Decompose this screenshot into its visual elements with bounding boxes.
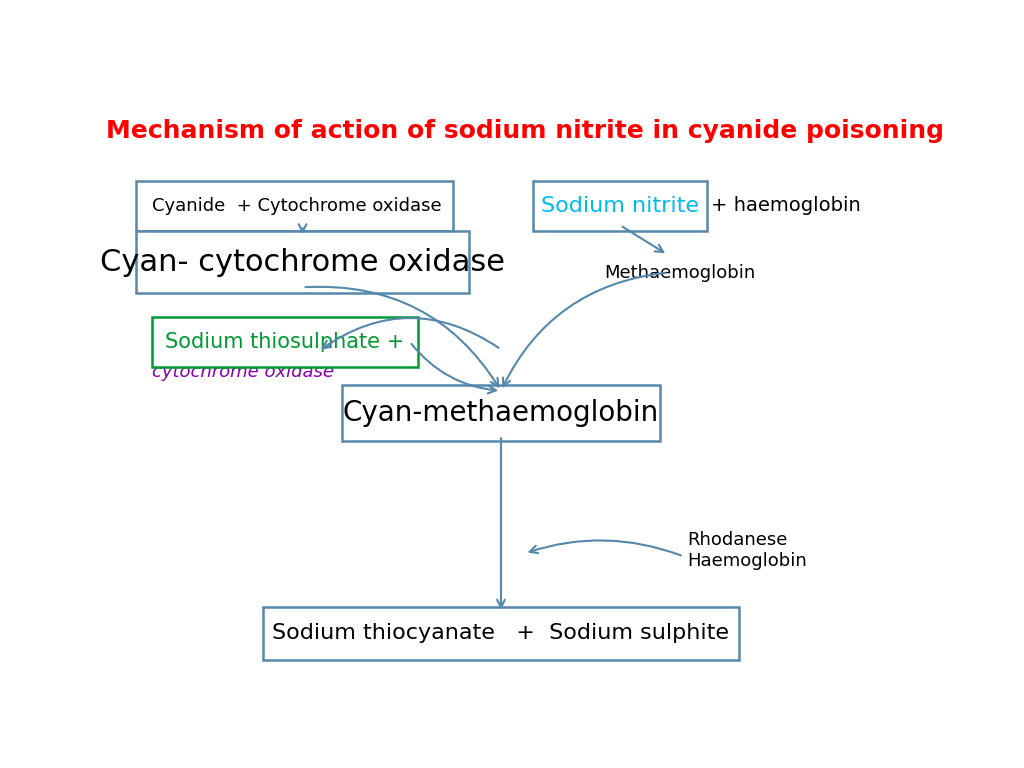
FancyBboxPatch shape: [152, 317, 418, 367]
FancyArrowPatch shape: [412, 344, 496, 393]
Text: Cyan- cytochrome oxidase: Cyan- cytochrome oxidase: [100, 247, 505, 276]
FancyBboxPatch shape: [136, 231, 469, 293]
Text: Sodium nitrite: Sodium nitrite: [541, 196, 699, 216]
FancyArrowPatch shape: [323, 318, 499, 348]
FancyBboxPatch shape: [342, 385, 659, 441]
Text: Cyan-methaemoglobin: Cyan-methaemoglobin: [343, 399, 659, 427]
FancyArrowPatch shape: [305, 286, 499, 386]
Text: Mechanism of action of sodium nitrite in cyanide poisoning: Mechanism of action of sodium nitrite in…: [105, 118, 944, 143]
FancyArrowPatch shape: [503, 273, 665, 386]
Text: Sodium thiocyanate   +  Sodium sulphite: Sodium thiocyanate + Sodium sulphite: [272, 624, 729, 644]
Text: Cyanide  + Cytochrome oxidase: Cyanide + Cytochrome oxidase: [152, 197, 441, 215]
FancyBboxPatch shape: [263, 607, 739, 660]
Text: Sodium thiosulphate +: Sodium thiosulphate +: [165, 332, 404, 352]
FancyBboxPatch shape: [136, 181, 454, 231]
Text: Methaemoglobin: Methaemoglobin: [604, 263, 756, 282]
Text: Rhodanese
Haemoglobin: Rhodanese Haemoglobin: [687, 531, 807, 570]
Text: Reactivated
cytochrome oxidase: Reactivated cytochrome oxidase: [152, 342, 334, 381]
Text: + haemoglobin: + haemoglobin: [712, 196, 861, 215]
FancyBboxPatch shape: [532, 181, 708, 231]
FancyArrowPatch shape: [529, 541, 681, 555]
